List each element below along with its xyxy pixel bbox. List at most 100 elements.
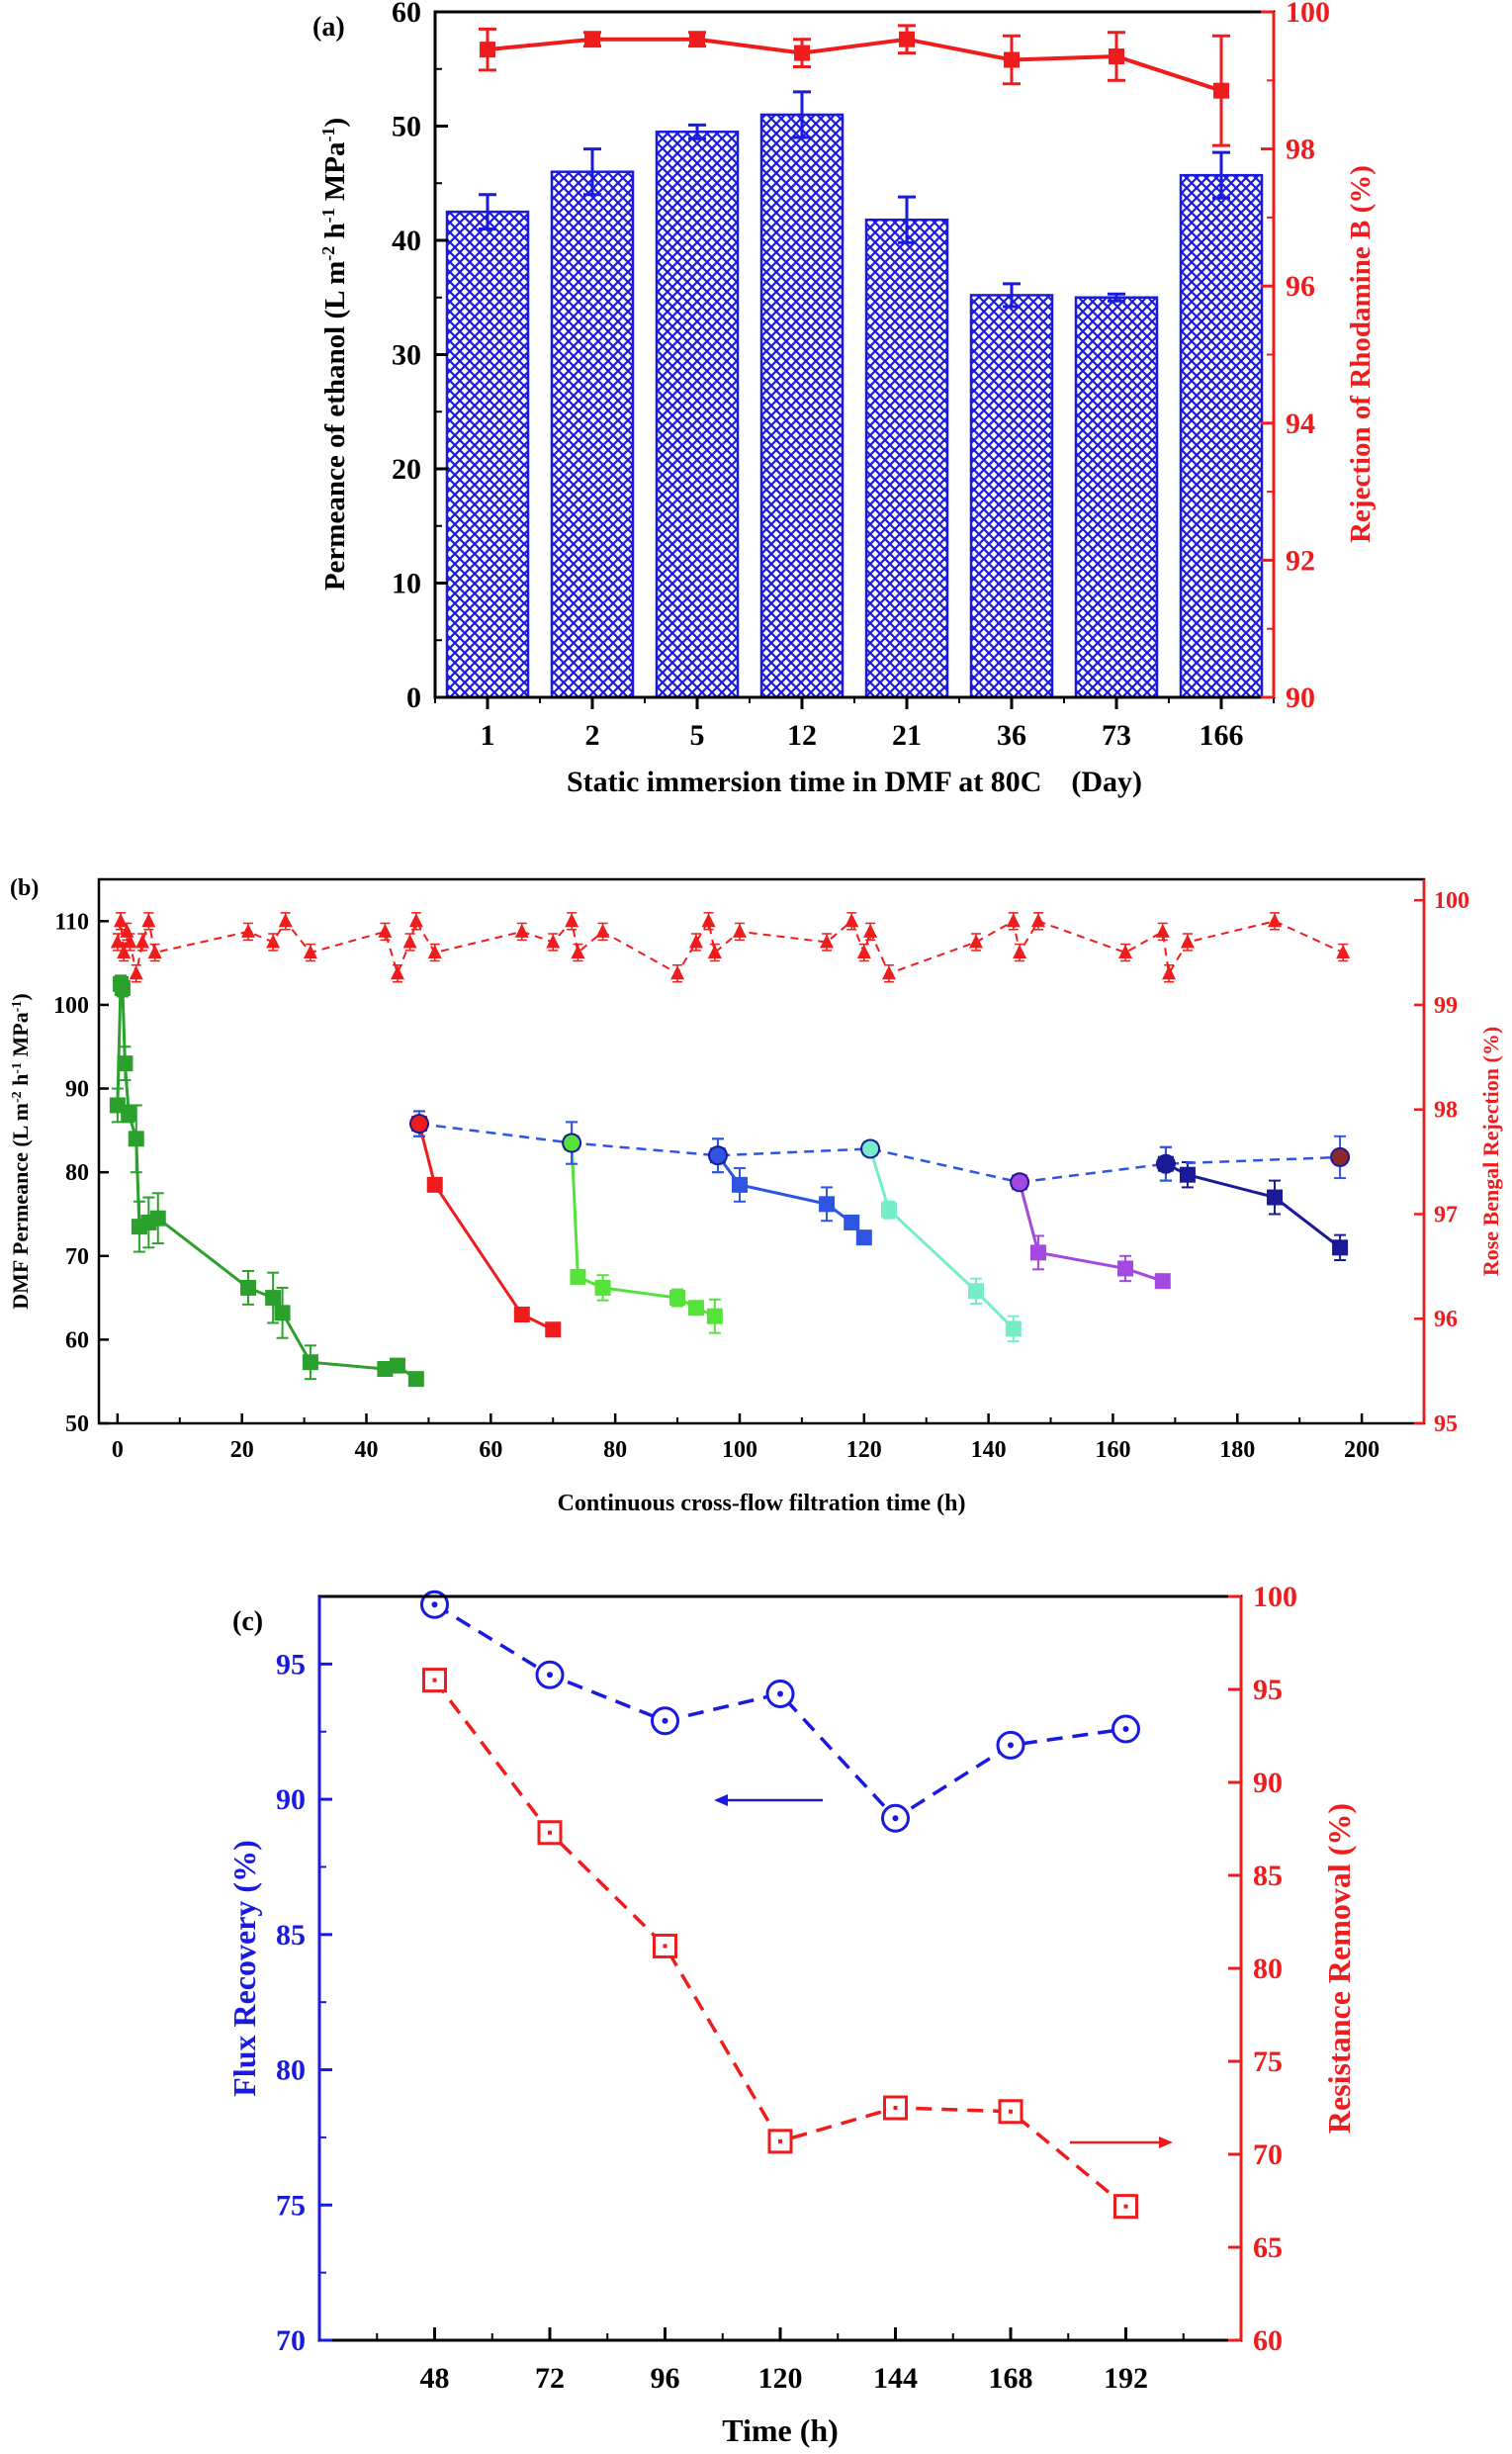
- panel-c-right-axis-label: Resistance Removal (%): [1321, 1803, 1357, 2134]
- permeance-marker: [855, 1229, 872, 1246]
- y-tick-label: 100: [53, 993, 89, 1019]
- panel-a-left-axis-label: Permeance of ethanol (L m-2 h-1 MPa-1): [318, 118, 351, 591]
- axis-label-superscript: -2: [10, 1091, 25, 1103]
- rejection-marker: [240, 923, 255, 938]
- rejection-marker: [701, 913, 716, 928]
- panel-b-left-axis-label: DMF Permeance (L m-2 h-1 MPa-1): [8, 993, 33, 1310]
- permeance-marker: [128, 1131, 144, 1147]
- x-tick-label: 48: [420, 2362, 450, 2395]
- rejection-marker: [117, 945, 132, 959]
- y2-tick-label: 98: [1286, 134, 1315, 166]
- panel-b-right-axis: 95 96 97 98 99 100: [1414, 879, 1469, 1437]
- rejection-marker: [427, 945, 442, 959]
- panel-b-label: (b): [10, 875, 39, 901]
- x-tick-label: 120: [758, 2362, 803, 2395]
- y-tick-label: 75: [276, 2189, 306, 2222]
- recovered-permeance-marker: [1010, 1172, 1030, 1193]
- y-tick-label: 85: [276, 1919, 306, 1952]
- recovered-permeance-marker: [408, 1114, 429, 1135]
- panel-b-right-axis-label: Rose Bengal Rejection (%): [1478, 1027, 1503, 1276]
- panel-b-series: [109, 912, 1351, 1388]
- rejection-marker: [1180, 934, 1195, 949]
- x-tick-label: 36: [997, 719, 1026, 752]
- y-tick-label: 95: [276, 1648, 306, 1681]
- recovered-permeance-marker: [1330, 1146, 1351, 1167]
- panel-a-x-axis: 1 2 5 12 21 36 73 166: [434, 697, 1275, 752]
- permeance-bar: [1074, 296, 1159, 699]
- x-tick-label: 12: [787, 719, 817, 752]
- resistance-removal-marker-dot: [1123, 2204, 1128, 2209]
- rejection-marker: [1004, 51, 1020, 68]
- rejection-marker: [820, 934, 835, 949]
- axis-label-part: ): [8, 993, 33, 1000]
- panel-b-left-axis: 50 60 70 80 90 100 110: [53, 909, 109, 1437]
- rejection-marker: [670, 965, 685, 980]
- rejection-marker: [514, 923, 529, 938]
- rejection-marker: [114, 913, 129, 928]
- rejection-marker: [845, 913, 859, 928]
- panel-c-x-axis: 48 72 96 120 144 168 192: [376, 2327, 1185, 2395]
- axis-label-part: Permeance of ethanol (L m: [319, 261, 351, 591]
- rejection-marker: [129, 965, 143, 980]
- permeance-bar: [550, 170, 635, 699]
- flux-recovery-marker-dot: [1008, 1742, 1014, 1749]
- rejection-marker: [1155, 923, 1170, 938]
- x-tick-label: 100: [722, 1437, 757, 1463]
- y-tick-label: 80: [276, 2054, 306, 2087]
- flux-recovery-marker-dot: [1122, 1725, 1129, 1732]
- recovered-permeance-marker: [562, 1133, 582, 1153]
- resistance-removal-marker-dot: [893, 2106, 898, 2110]
- permeance-marker: [570, 1268, 586, 1285]
- rejection-marker: [1162, 965, 1177, 980]
- rejection-marker: [123, 934, 137, 949]
- arrow-to-left-axis: [714, 1794, 823, 1806]
- flux-recovery-marker-dot: [892, 1815, 899, 1822]
- x-tick-label: 5: [690, 719, 705, 752]
- right-arrow-head: [1159, 2136, 1173, 2148]
- rejection-marker: [480, 42, 495, 58]
- panel-a-right-axis: 90 92 94 96 98 100: [1261, 0, 1330, 714]
- permeance-cycle-line: [417, 1123, 554, 1331]
- rejection-marker: [278, 913, 293, 928]
- permeance-marker: [149, 1210, 166, 1227]
- permeance-bar: [759, 113, 845, 699]
- permeance-marker: [265, 1290, 282, 1307]
- panel-c-label: (c): [232, 1606, 263, 1637]
- rejection-marker: [881, 965, 896, 980]
- x-tick-label: 180: [1219, 1437, 1255, 1463]
- panel-b-x-axis: 0 20 40 60 80 100 120 140 160 180 200: [112, 1413, 1379, 1463]
- permeance-bar: [1179, 173, 1264, 699]
- y2-tick-label: 90: [1286, 682, 1315, 714]
- arrow-to-right-axis: [1070, 2136, 1173, 2148]
- permeance-cycle-line: [1018, 1181, 1164, 1283]
- flux-recovery-marker-dot: [777, 1690, 783, 1697]
- y2-tick-label: 100: [1286, 0, 1330, 29]
- y-tick-label: 40: [392, 225, 421, 257]
- axis-label-part: h: [8, 1074, 33, 1092]
- permeance-marker: [513, 1307, 530, 1322]
- panel-b-chart: (b) 0 20 40 60 80 100 120 140 160 180 200 50 60 70 80…: [8, 875, 1503, 1516]
- y-tick-label: 80: [65, 1160, 89, 1186]
- x-tick-label: 160: [1095, 1437, 1130, 1463]
- x-tick-label: 60: [479, 1437, 502, 1463]
- permeance-cycle-line: [116, 983, 417, 1381]
- resistance-removal-marker-dot: [778, 2138, 782, 2143]
- permeance-marker: [880, 1202, 897, 1219]
- y2-tick-label: 94: [1286, 408, 1315, 440]
- permeance-marker: [1332, 1239, 1349, 1256]
- permeance-marker: [302, 1354, 318, 1371]
- rejection-marker: [1006, 913, 1021, 928]
- rejection-marker: [1013, 945, 1027, 959]
- y-tick-label: 90: [276, 1783, 306, 1816]
- permeance-marker: [545, 1321, 562, 1338]
- x-tick-label: 96: [651, 2362, 680, 2395]
- y-tick-label: 50: [65, 1411, 89, 1437]
- y2-tick-label: 96: [1286, 270, 1315, 303]
- panel-c-right-axis: 60 65 70 75 80 85 90 95 100: [1228, 1581, 1297, 2357]
- axis-label-part: ): [319, 118, 351, 128]
- rejection-marker: [571, 945, 585, 959]
- rejection-marker: [707, 945, 722, 959]
- resistance-removal-marker-dot: [548, 1830, 552, 1835]
- y2-tick-label: 60: [1253, 2324, 1283, 2357]
